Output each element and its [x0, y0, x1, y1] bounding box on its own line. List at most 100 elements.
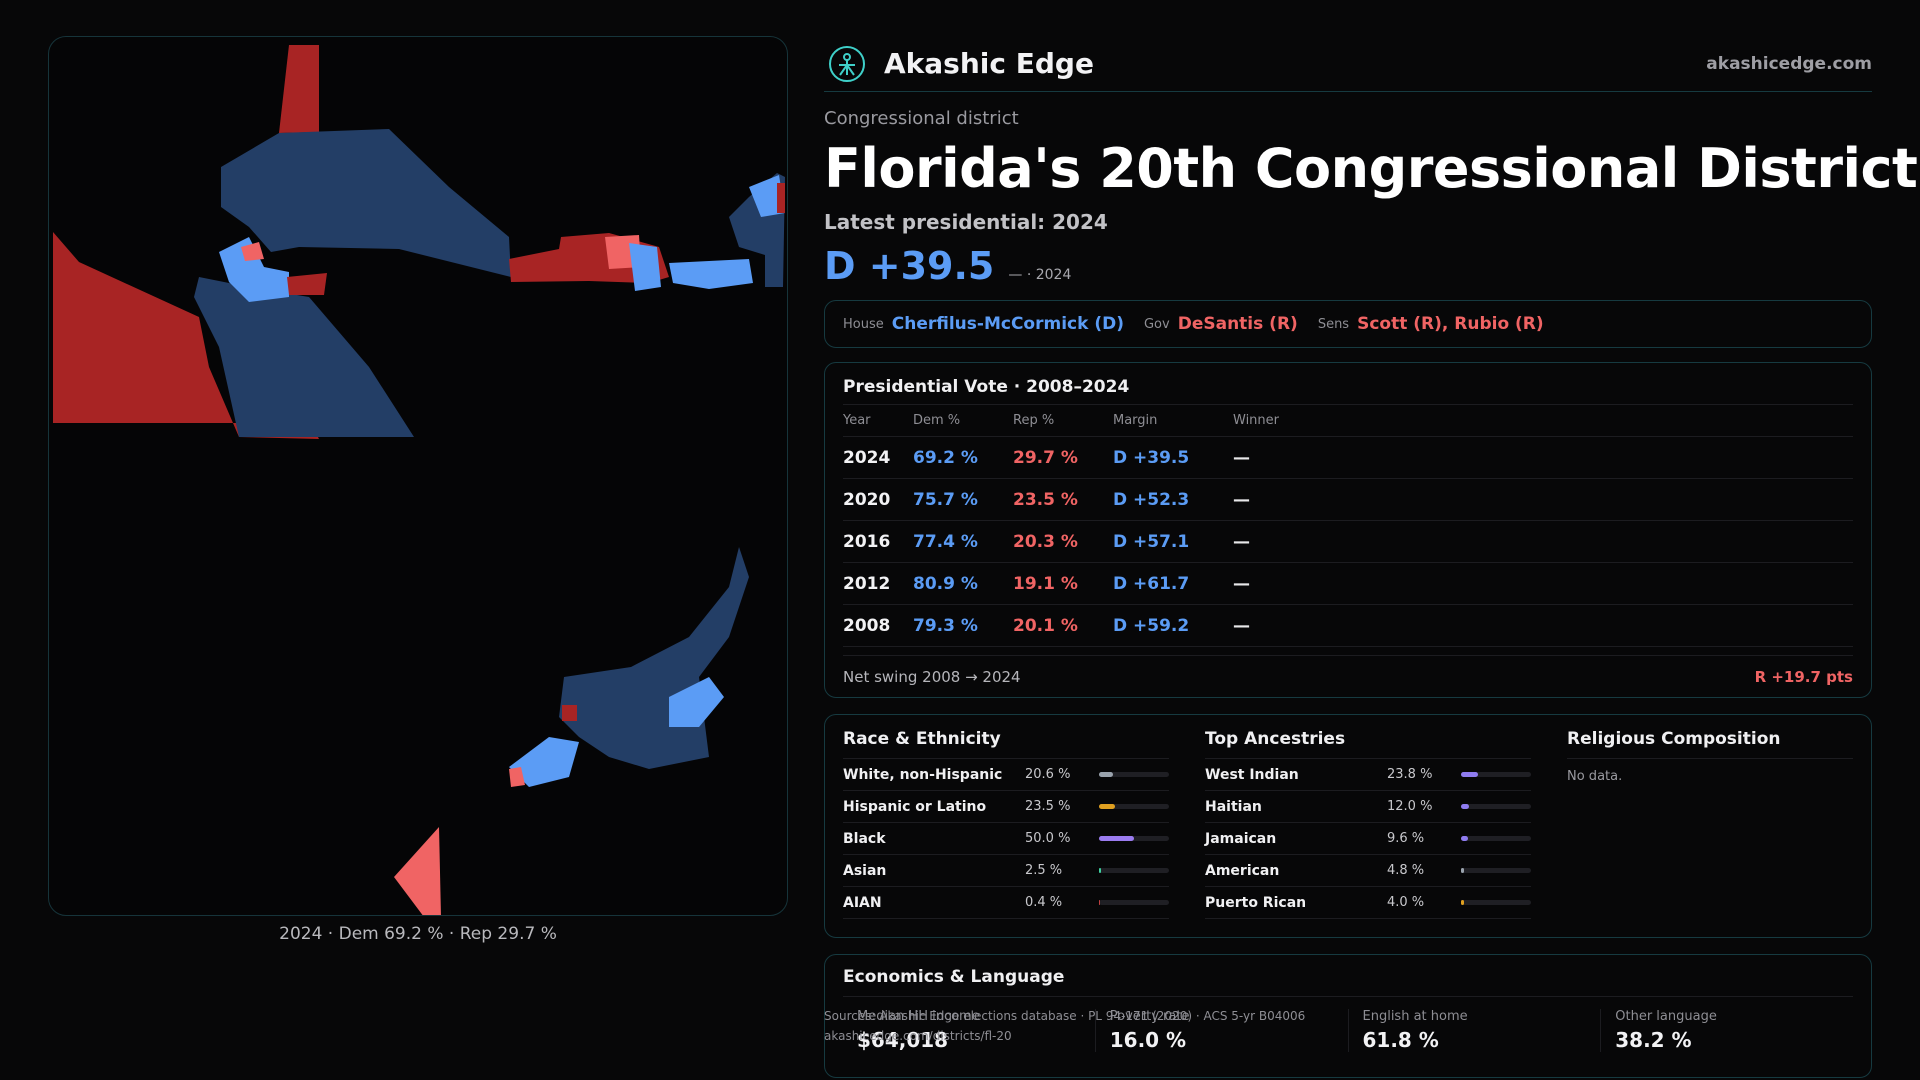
ancestry-bar-fill	[1461, 804, 1470, 809]
ancestry-row: Puerto Rican 4.0 %	[1205, 887, 1531, 919]
col-margin: Margin	[1113, 413, 1158, 428]
table-row: 2020 75.7 % 23.5 % D +52.3 —	[843, 479, 1853, 521]
precinct-dem	[559, 547, 749, 769]
econ-value: 38.2 %	[1615, 1028, 1692, 1052]
precinct-rep	[777, 183, 785, 213]
table-row: 2008 79.3 % 20.1 % D +59.2 —	[843, 605, 1853, 647]
precinct-dem	[194, 277, 414, 437]
race-bar	[1099, 804, 1169, 809]
cell-dem: 79.3 %	[913, 615, 978, 636]
race-value: 23.5 %	[1025, 799, 1071, 814]
race-ethnicity-section: Race & Ethnicity White, non-Hispanic 20.6…	[825, 715, 1187, 937]
precinct-rep	[287, 273, 327, 295]
house-rep-link[interactable]: Cherfilus-McCormick (D)	[891, 314, 1124, 334]
race-label: White, non-Hispanic	[843, 766, 1003, 783]
race-bar-fill	[1099, 772, 1114, 777]
col-year: Year	[843, 413, 871, 428]
cell-margin: D +57.1	[1113, 531, 1190, 552]
ancestry-value: 4.8 %	[1387, 863, 1425, 878]
ancestry-row: Haitian 12.0 %	[1205, 791, 1531, 823]
cell-dem: 75.7 %	[913, 489, 978, 510]
headline-margin: D +39.5 — · 2024	[824, 244, 1872, 288]
table-row: 2024 69.2 % 29.7 % D +39.5 —	[843, 437, 1853, 479]
net-swing-label: Net swing 2008 → 2024	[843, 667, 1021, 686]
table-row: 2012 80.9 % 19.1 % D +61.7 —	[843, 563, 1853, 605]
precinct-rep-light	[509, 767, 525, 787]
table-row: 2016 77.4 % 20.3 % D +57.1 —	[843, 521, 1853, 563]
precinct-dem-light	[509, 737, 579, 787]
religion-no-data: No data.	[1567, 769, 1623, 784]
cell-dem: 80.9 %	[913, 573, 978, 594]
econ-label: Poverty rate	[1109, 1009, 1190, 1024]
ancestry-label: West Indian	[1205, 766, 1299, 783]
net-swing-row: Net swing 2008 → 2024 R +19.7 pts	[843, 655, 1853, 697]
econ-cell: English at home 61.8 %	[1347, 1009, 1601, 1052]
cell-year: 2008	[843, 615, 891, 636]
cell-rep: 19.1 %	[1013, 573, 1078, 594]
cell-winner: —	[1233, 615, 1250, 636]
senators-link[interactable]: Scott (R), Rubio (R)	[1357, 314, 1544, 334]
ancestry-bar	[1461, 836, 1531, 841]
latest-presidential-label: Latest presidential: 2024	[824, 210, 1108, 234]
ancestry-bar-fill	[1461, 772, 1478, 777]
ancestry-label: Puerto Rican	[1205, 894, 1307, 911]
col-dem: Dem %	[913, 413, 961, 428]
presidential-title: Presidential Vote · 2008–2024	[843, 363, 1853, 405]
house-label: House	[843, 316, 884, 332]
economics-grid: Median HH income $64,018 Poverty rate 16…	[843, 1009, 1853, 1052]
race-value: 50.0 %	[1025, 831, 1071, 846]
ancestry-label: American	[1205, 862, 1280, 879]
officials-bar: House Cherfilus-McCormick (D) Gov DeSant…	[824, 300, 1872, 348]
ancestry-value: 23.8 %	[1387, 767, 1433, 782]
precinct-dem	[221, 129, 511, 277]
cell-rep: 29.7 %	[1013, 447, 1078, 468]
cell-rep: 20.1 %	[1013, 615, 1078, 636]
cell-margin: D +59.2	[1113, 615, 1190, 636]
ancestry-bar	[1461, 804, 1531, 809]
race-row: White, non-Hispanic 20.6 %	[843, 759, 1169, 791]
race-label: Black	[843, 830, 886, 847]
ancestry-bar	[1461, 868, 1531, 873]
ancestry-label: Haitian	[1205, 798, 1262, 815]
ancestry-row: Jamaican 9.6 %	[1205, 823, 1531, 855]
precinct-dem-light	[749, 175, 785, 217]
district-map[interactable]	[48, 36, 788, 916]
precinct-dem-light	[219, 237, 289, 302]
governor-link[interactable]: DeSantis (R)	[1177, 314, 1298, 334]
cell-winner: —	[1233, 447, 1250, 468]
table-header: Year Dem % Rep % Margin Winner	[843, 405, 1853, 437]
sources-line: Sources: Akashic Edge elections database…	[824, 1009, 1306, 1023]
cell-year: 2012	[843, 573, 891, 594]
race-bar	[1099, 900, 1169, 905]
margin-subtext: — · 2024	[1008, 267, 1072, 283]
cell-winner: —	[1233, 531, 1250, 552]
cell-year: 2024	[843, 447, 891, 468]
precinct-map-svg	[53, 45, 785, 915]
ancestry-value: 12.0 %	[1387, 799, 1433, 814]
race-value: 0.4 %	[1025, 895, 1063, 910]
religion-section: Religious Composition No data.	[1549, 715, 1871, 937]
brand-bar: Akashic Edge akashicedge.com	[824, 36, 1872, 92]
page-kicker: Congressional district	[824, 108, 1019, 129]
econ-cell: Poverty rate 16.0 %	[1094, 1009, 1348, 1052]
ancestry-bar-fill	[1461, 868, 1465, 873]
precinct-rep-light	[241, 242, 264, 261]
net-swing-value: R +19.7 pts	[1754, 667, 1853, 686]
precinct-rep-light	[394, 827, 441, 915]
brand-url-link[interactable]: akashicedge.com	[1706, 53, 1872, 74]
econ-label: English at home	[1362, 1009, 1468, 1024]
economics-title: Economics & Language	[843, 955, 1853, 997]
precinct-rep	[279, 45, 319, 133]
precinct-dem-light	[669, 677, 724, 727]
precinct-rep	[562, 705, 577, 721]
cell-year: 2020	[843, 489, 891, 510]
ancestry-bar-fill	[1461, 836, 1468, 841]
ancestry-bar	[1461, 900, 1531, 905]
col-winner: Winner	[1233, 413, 1280, 428]
race-bar-fill	[1099, 836, 1134, 841]
ancestry-label: Jamaican	[1205, 830, 1277, 847]
ancestry-title: Top Ancestries	[1205, 715, 1531, 759]
econ-label: Median HH income	[857, 1009, 980, 1024]
akashic-logo-icon	[829, 45, 865, 82]
source-url-link[interactable]: akashicedge.com/districts/fl-20	[824, 1029, 1012, 1043]
